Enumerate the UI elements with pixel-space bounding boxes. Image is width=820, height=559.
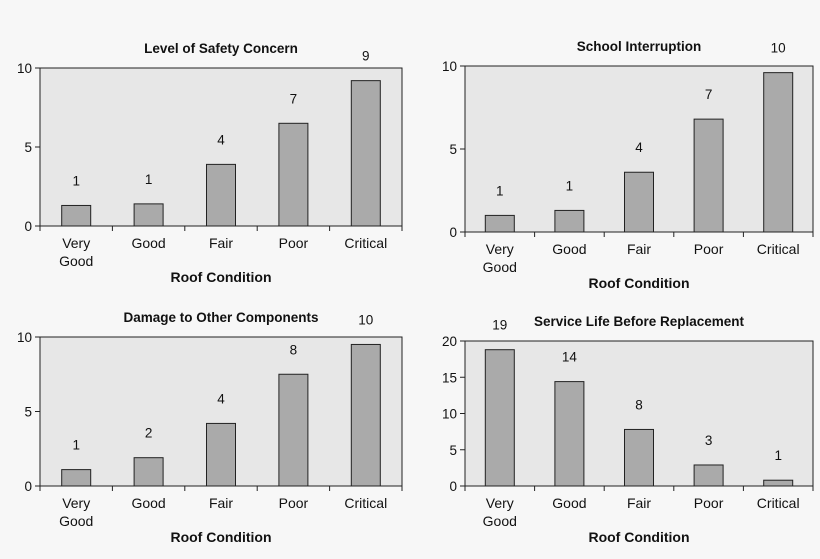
data-label: 3 (705, 433, 713, 448)
x-category-label: Poor (279, 235, 309, 251)
bar-3 (624, 171, 654, 233)
y-tick-label: 0 (449, 479, 457, 494)
data-label: 8 (635, 397, 643, 412)
bar-1 (484, 349, 515, 487)
x-category-label: Good (483, 259, 517, 275)
chart-panel-1: Level of Safety Concern 0 5 10 1 Very Good 1 Goo… (17, 41, 403, 285)
data-label: 10 (771, 41, 786, 56)
x-category-label: Good (59, 253, 93, 269)
data-label: 7 (705, 87, 713, 102)
bar-1 (61, 204, 92, 227)
data-label: 1 (496, 183, 504, 198)
bar-5 (350, 343, 381, 487)
data-label: 19 (492, 318, 507, 333)
bar-3 (624, 428, 654, 487)
x-axis-title: Roof Condition (588, 275, 689, 291)
x-category-label: Critical (344, 235, 387, 251)
data-label: 4 (217, 132, 225, 147)
x-category-label: Fair (209, 235, 233, 251)
y-tick-label: 5 (449, 142, 457, 157)
bar-4 (693, 118, 724, 233)
bar-5 (350, 80, 381, 227)
y-tick-label: 10 (17, 61, 32, 76)
x-category-label: Critical (757, 241, 800, 257)
data-label: 2 (145, 426, 153, 441)
bar-4 (693, 464, 724, 487)
data-label: 8 (290, 342, 298, 357)
chart-title: Damage to Other Components (123, 310, 318, 325)
x-category-label: Poor (694, 241, 724, 257)
bar-5 (763, 72, 794, 233)
y-tick-label: 5 (24, 405, 32, 420)
y-tick-label: 10 (442, 59, 457, 74)
bar-2 (554, 381, 585, 487)
x-category-label: Fair (627, 241, 651, 257)
y-tick-label: 0 (24, 479, 32, 494)
data-label: 1 (566, 178, 574, 193)
data-label: 1 (774, 448, 782, 463)
bar-3 (206, 422, 236, 487)
chart-title: School Interruption (577, 39, 702, 54)
data-label: 7 (290, 91, 298, 106)
data-label: 4 (635, 140, 643, 155)
bar-5 (763, 479, 794, 487)
y-tick-label: 10 (17, 330, 32, 345)
x-category-label: Fair (209, 495, 233, 511)
y-tick-label: 20 (442, 334, 457, 349)
x-category-label: Good (483, 513, 517, 529)
bar-4 (278, 373, 309, 487)
bar-2 (133, 457, 164, 487)
x-category-label: Poor (279, 495, 309, 511)
bar-1 (61, 469, 92, 487)
bar-3 (206, 163, 236, 227)
y-tick-label: 10 (442, 407, 457, 422)
y-tick-label: 0 (24, 219, 32, 234)
x-category-label: Very (486, 241, 514, 257)
x-category-label: Very (62, 235, 90, 251)
x-category-label: Very (62, 495, 90, 511)
x-axis-title: Roof Condition (588, 529, 689, 545)
x-category-label: Poor (694, 495, 724, 511)
data-label: 1 (145, 172, 153, 187)
x-category-label: Good (131, 495, 165, 511)
data-label: 4 (217, 391, 225, 406)
data-label: 1 (72, 438, 80, 453)
chart-title: Level of Safety Concern (144, 41, 298, 56)
y-tick-label: 15 (442, 370, 457, 385)
data-label: 9 (362, 49, 370, 64)
data-label: 14 (562, 350, 578, 365)
chart-panel-4: Service Life Before Replacement 0 5 10 15 20 1… (442, 314, 814, 545)
x-category-label: Good (59, 513, 93, 529)
chart-title: Service Life Before Replacement (534, 314, 745, 329)
x-category-label: Good (131, 235, 165, 251)
y-tick-label: 5 (24, 140, 32, 155)
chart-panel-3: Damage to Other Components 0 5 10 1 Very Good 2… (17, 310, 403, 545)
x-category-label: Good (552, 241, 586, 257)
x-category-label: Good (552, 495, 586, 511)
x-axis-title: Roof Condition (170, 269, 271, 285)
y-tick-label: 5 (449, 443, 457, 458)
x-category-label: Critical (344, 495, 387, 511)
x-category-label: Fair (627, 495, 651, 511)
x-category-label: Very (486, 495, 514, 511)
data-label: 1 (72, 173, 80, 188)
y-tick-label: 0 (449, 225, 457, 240)
bar-1 (484, 214, 515, 233)
x-category-label: Critical (757, 495, 800, 511)
x-axis-title: Roof Condition (170, 529, 271, 545)
bar-4 (278, 122, 309, 227)
bar-2 (133, 203, 164, 227)
chart-panel-2: School Interruption 0 5 10 1 Very Good 1 Good 4 Fa… (442, 39, 814, 291)
bar-2 (554, 209, 585, 233)
data-label: 10 (358, 312, 373, 327)
